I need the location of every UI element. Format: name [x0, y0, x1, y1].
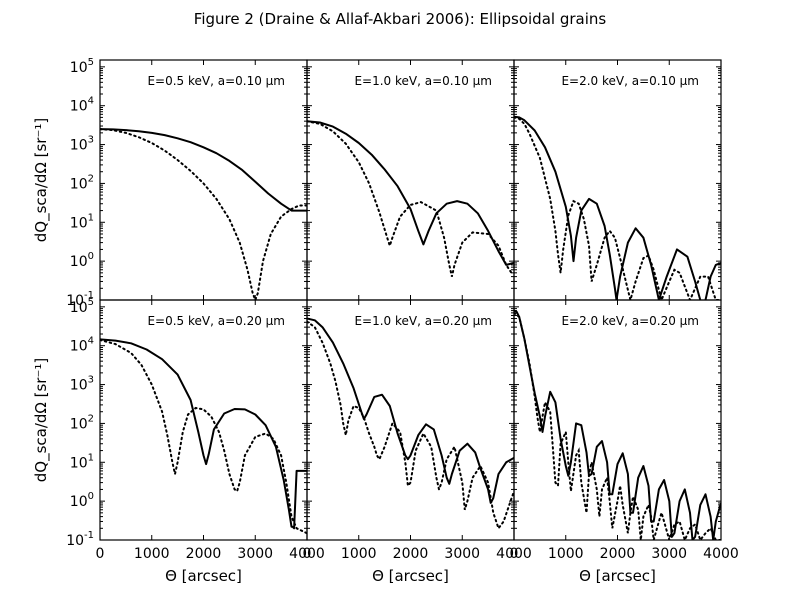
panel-label: E=0.5 keV, a=0.20 μm [147, 314, 285, 328]
dotted-series-panel-5 [307, 320, 514, 531]
panel-3: E=2.0 keV, a=0.10 μm [513, 59, 722, 301]
y-axis-label: dQ_sca/dΩ [sr⁻¹] [32, 118, 51, 243]
panel-label: E=1.0 keV, a=0.10 μm [354, 74, 492, 88]
y-axis-labels: 10-1 100 101 102 103 104 105 dQ_sca/dΩ [sr⁻¹] 10… [32, 57, 94, 549]
figure-title: Figure 2 (Draine & Allaf-Akbari 2006): E… [194, 10, 607, 28]
x-tick-label: 1000 [341, 546, 377, 562]
dotted-series-panel-4 [100, 339, 307, 535]
dotted-series-panel-2 [307, 120, 514, 277]
dotted-series-panel-3 [514, 116, 721, 300]
x-tick-label: 0 [510, 546, 519, 562]
solid-series-panel-3 [514, 115, 721, 300]
x-tick-label: 2000 [600, 546, 636, 562]
panel-frame [306, 59, 515, 301]
y-tick-label: 103 [70, 375, 94, 394]
panel-1: E=0.5 keV, a=0.10 μm [99, 59, 308, 301]
y-tick-label: 101 [70, 212, 94, 231]
panel-frame [306, 299, 515, 541]
x-tick-label: 3000 [237, 546, 273, 562]
x-tick-label: 2000 [393, 546, 429, 562]
dotted-series-panel-6 [514, 311, 721, 540]
panel-label: E=2.0 keV, a=0.10 μm [561, 74, 699, 88]
x-tick-label: 2000 [186, 546, 222, 562]
y-tick-label: 101 [70, 452, 94, 471]
y-tick-label: 10-1 [66, 530, 94, 549]
y-tick-label: 100 [70, 491, 94, 510]
x-axis-label: Θ [arcsec] [372, 567, 449, 585]
y-axis-label: dQ_sca/dΩ [sr⁻¹] [32, 358, 51, 483]
x-tick-label: 4000 [496, 546, 532, 562]
solid-series-panel-5 [307, 317, 514, 504]
x-tick-label: 0 [96, 546, 105, 562]
y-tick-label: 102 [70, 413, 94, 432]
panel-frame [99, 299, 308, 541]
y-tick-label: 100 [70, 251, 94, 270]
x-tick-label: 3000 [444, 546, 480, 562]
solid-series-panel-6 [514, 309, 721, 540]
y-tick-label: 103 [70, 135, 94, 154]
solid-series-panel-4 [100, 338, 307, 530]
y-tick-label: 104 [70, 336, 94, 355]
y-tick-label: 102 [70, 173, 94, 192]
panel-label: E=2.0 keV, a=0.20 μm [561, 314, 699, 328]
panel-6: E=2.0 keV, a=0.20 μm [513, 299, 722, 541]
y-tick-label: 104 [70, 96, 94, 115]
x-axis-label: Θ [arcsec] [579, 567, 656, 585]
y-tick-label: 105 [70, 297, 94, 316]
x-tick-label: 0 [303, 546, 312, 562]
panel-2: E=1.0 keV, a=0.10 μm [306, 59, 515, 301]
x-tick-label: 1000 [134, 546, 170, 562]
panel-label: E=0.5 keV, a=0.10 μm [147, 74, 285, 88]
solid-series-panel-1 [100, 128, 307, 212]
y-tick-label: 10-1 [66, 290, 94, 309]
panel-frame [99, 59, 308, 301]
x-tick-label: 4000 [703, 546, 739, 562]
x-axis-label: Θ [arcsec] [165, 567, 242, 585]
x-axis-labels: 0 1000 2000 3000 4000 Θ [arcsec] 0 1000 2000 3000… [96, 546, 739, 585]
dotted-series-panel-1 [100, 128, 307, 300]
x-tick-label: 3000 [651, 546, 687, 562]
panel-grid: E=0.5 keV, a=0.10 μm E=1.0 keV, a=0.10 μm… [99, 59, 722, 541]
panel-label: E=1.0 keV, a=0.20 μm [354, 314, 492, 328]
panel-5: E=1.0 keV, a=0.20 μm [306, 299, 515, 541]
x-tick-label: 4000 [289, 546, 325, 562]
y-tick-label: 105 [70, 57, 94, 76]
panel-4: E=0.5 keV, a=0.20 μm [99, 299, 308, 541]
solid-series-panel-2 [307, 120, 514, 266]
x-tick-label: 1000 [548, 546, 584, 562]
